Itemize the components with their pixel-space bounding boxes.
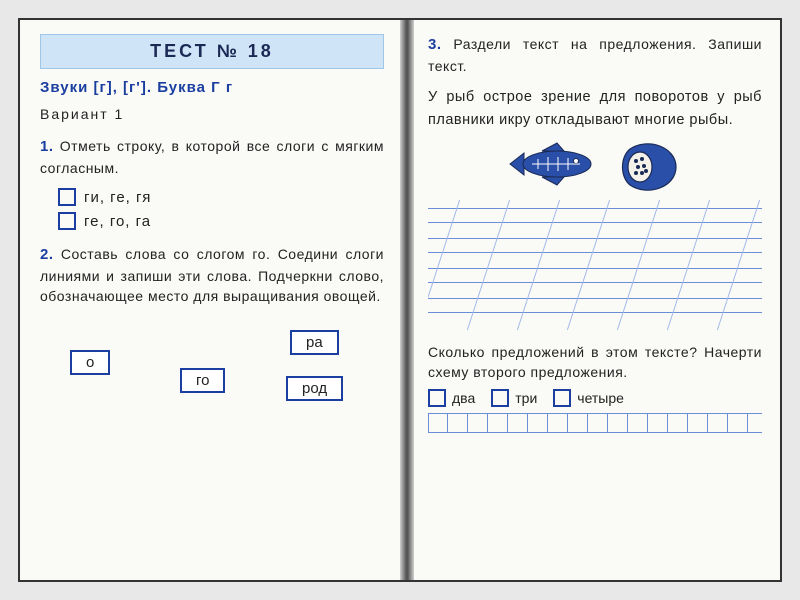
roe-icon [618,139,688,194]
syll-o: о [70,350,110,375]
fish-illustration [428,139,762,194]
q3-follow: Сколько предложений в этом тексте? Начер… [428,342,762,383]
checkbox[interactable] [553,389,571,407]
q1-body: Отметь строку, в которой все слоги с мяг… [40,138,384,176]
right-page: 3. Раздели текст на предложения. Запиши … [400,20,780,580]
variant-label: Вариант 1 [40,106,384,122]
checkbox[interactable] [491,389,509,407]
q1-options: ги, ге, гя ге, го, га [58,188,384,230]
q3-passage: У рыб острое зрение для поворотов у рыб … [428,86,762,131]
book-spread: ТЕСТ № 18 Звуки [г], [г']. Буква Г г Вар… [18,18,782,582]
left-page: ТЕСТ № 18 Звуки [г], [г']. Буква Г г Вар… [20,20,400,580]
checkbox[interactable] [58,188,76,206]
fish-icon [502,139,612,189]
count-four: четыре [553,389,624,407]
q1-opt-b: ге, го, га [58,212,384,230]
q1-opt-a-label: ги, ге, гя [84,189,151,206]
checkbox[interactable] [58,212,76,230]
scheme-grid[interactable] [428,413,762,433]
syll-go: го [180,368,225,393]
q1-number: 1. [40,138,54,155]
q1-opt-b-label: ге, го, га [84,213,151,230]
syllable-diagram: о го ра род [40,316,384,416]
lesson-subtitle: Звуки [г], [г']. Буква Г г [40,79,384,96]
count-two: два [428,389,475,407]
count-three-label: три [515,390,537,406]
count-three: три [491,389,537,407]
syll-ra: ра [290,330,339,355]
q3-text: 3. Раздели текст на предложения. Запиши … [428,34,762,76]
q2-body: Составь слова со слогом го. Соедини слог… [40,246,384,304]
checkbox[interactable] [428,389,446,407]
count-four-label: четыре [577,390,624,406]
q2-number: 2. [40,246,54,263]
q1-opt-a: ги, ге, гя [58,188,384,206]
q3-number: 3. [428,36,442,53]
q1-text: 1. Отметь строку, в которой все слоги с … [40,136,384,178]
writing-lines[interactable] [428,200,762,330]
syll-rod: род [286,376,343,401]
q3-body: Раздели текст на предложения. Запиши тек… [428,36,762,74]
test-title: ТЕСТ № 18 [40,34,384,69]
count-options: два три четыре [428,389,762,407]
count-two-label: два [452,390,475,406]
q2-text: 2. Составь слова со слогом го. Соедини с… [40,244,384,306]
book-spine [400,20,414,580]
